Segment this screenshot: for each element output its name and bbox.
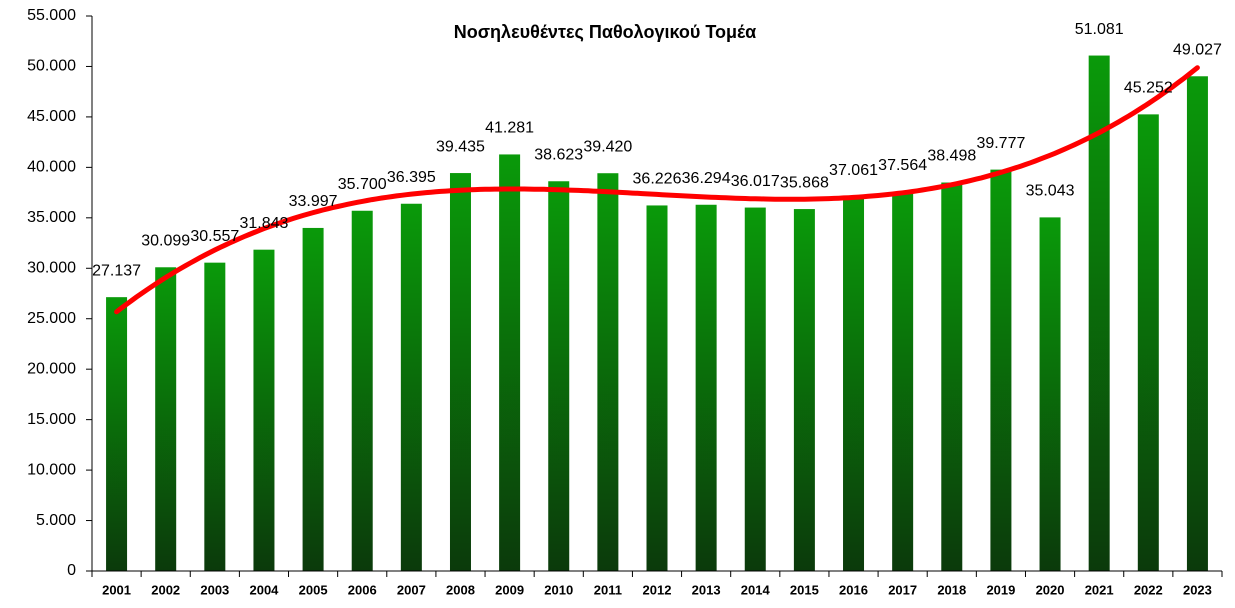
data-label: 37.564: [878, 157, 927, 174]
data-label: 33.997: [289, 193, 338, 210]
data-label: 36.294: [682, 170, 731, 187]
bar: [302, 227, 324, 571]
x-tick-label: 2002: [151, 582, 180, 597]
bar: [990, 169, 1012, 572]
x-tick-label: 2009: [495, 582, 524, 597]
bar: [351, 210, 373, 571]
x-tick-label: 2018: [937, 582, 966, 597]
x-tick-label: 2010: [544, 582, 573, 597]
data-label: 39.420: [583, 138, 632, 155]
y-tick-label: 35.000: [27, 209, 76, 226]
data-label: 39.777: [976, 135, 1025, 152]
chart-title: Νοσηλευθέντες Παθολογικού Τομέα: [454, 22, 756, 42]
y-tick-label: 30.000: [27, 259, 76, 276]
data-label: 35.043: [1026, 183, 1075, 200]
x-tick-label: 2003: [200, 582, 229, 597]
x-tick-label: 2015: [790, 582, 819, 597]
y-tick-label: 45.000: [27, 108, 76, 125]
x-tick-label: 2019: [986, 582, 1015, 597]
x-tick-label: 2008: [446, 582, 475, 597]
data-label: 30.099: [141, 232, 190, 249]
bar: [106, 297, 128, 571]
data-label: 38.623: [534, 146, 583, 163]
bar: [204, 262, 226, 571]
y-tick-label: 25.000: [27, 310, 76, 327]
bar: [400, 203, 422, 571]
bar: [744, 207, 766, 571]
bar: [1088, 55, 1110, 572]
bar: [1186, 76, 1208, 571]
bar: [941, 182, 963, 571]
x-tick-label: 2005: [299, 582, 328, 597]
x-tick-label: 2011: [594, 582, 622, 597]
y-tick-label: 20.000: [27, 360, 76, 377]
data-label: 37.061: [829, 162, 878, 179]
bar: [155, 267, 177, 571]
x-tick-label: 2001: [102, 582, 131, 597]
bar: [449, 173, 471, 571]
y-tick-label: 15.000: [27, 411, 76, 428]
y-tick-label: 0: [67, 562, 76, 579]
data-label: 41.281: [485, 120, 534, 137]
data-label: 30.557: [190, 228, 239, 245]
y-tick-label: 55.000: [27, 7, 76, 24]
x-tick-label: 2021: [1085, 582, 1114, 597]
data-label: 31.843: [239, 215, 288, 232]
x-tick-label: 2006: [348, 582, 377, 597]
bar: [892, 191, 914, 572]
data-label: 27.137: [92, 262, 141, 279]
x-tick-label: 2014: [741, 582, 771, 597]
bar: [843, 197, 865, 571]
trend-line: [114, 65, 1200, 315]
data-label: 39.435: [436, 138, 485, 155]
y-tick-label: 50.000: [27, 58, 76, 75]
x-tick-label: 2017: [888, 582, 917, 597]
bar: [499, 154, 521, 571]
y-tick-label: 10.000: [27, 461, 76, 478]
bar: [695, 204, 717, 571]
bar: [1039, 217, 1061, 571]
data-label: 45.252: [1124, 80, 1173, 97]
data-label: 35.700: [338, 176, 387, 193]
x-tick-label: 2004: [249, 582, 279, 597]
data-label: 38.498: [927, 148, 976, 165]
data-label: 36.017: [731, 173, 780, 190]
x-tick-label: 2013: [692, 582, 721, 597]
y-tick-label: 40.000: [27, 159, 76, 176]
data-label: 36.226: [633, 171, 682, 188]
y-tick-label: 5.000: [36, 512, 76, 529]
x-tick-label: 2007: [397, 582, 426, 597]
bar: [793, 209, 815, 571]
data-label: 49.027: [1173, 41, 1222, 58]
x-tick-label: 2022: [1134, 582, 1163, 597]
data-label: 36.395: [387, 169, 436, 186]
x-tick-label: 2020: [1036, 582, 1065, 597]
bar: [1137, 114, 1159, 571]
bar: [597, 173, 619, 571]
x-tick-label: 2016: [839, 582, 868, 597]
bar: [646, 205, 668, 572]
bar: [253, 249, 275, 572]
data-label: 51.081: [1075, 21, 1124, 38]
x-tick-label: 2012: [643, 582, 672, 597]
x-tick-label: 2023: [1183, 582, 1212, 597]
bar: [548, 181, 570, 571]
data-label: 35.868: [780, 174, 829, 191]
